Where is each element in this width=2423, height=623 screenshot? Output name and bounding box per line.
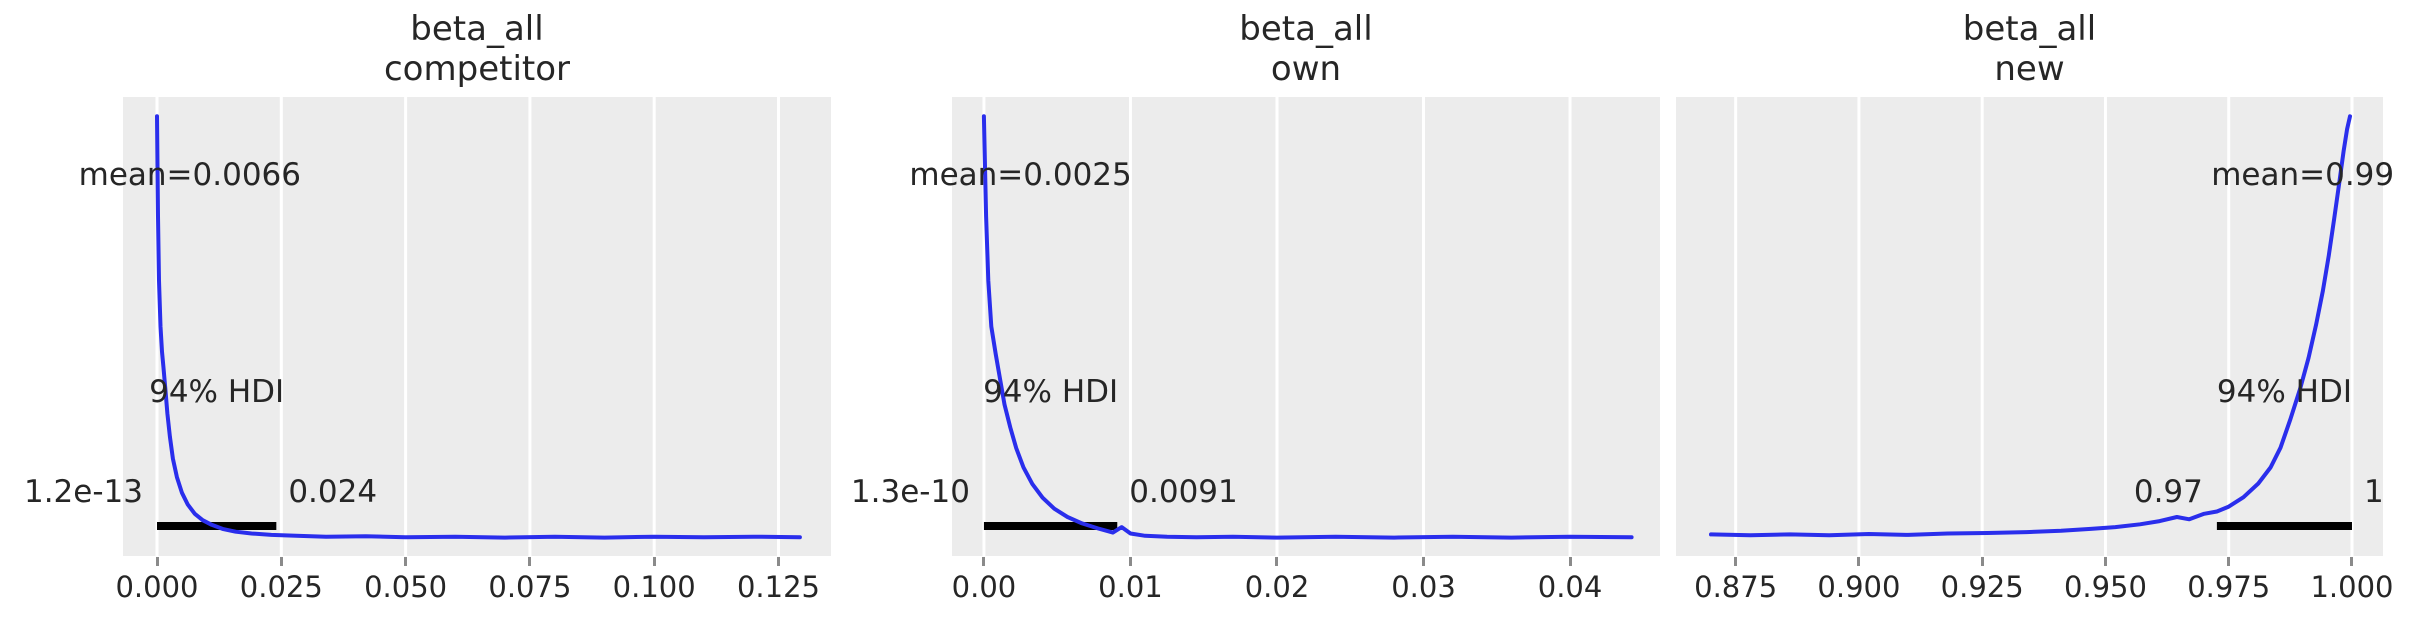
hdi-annotation: 94% HDI xyxy=(149,374,285,410)
x-tick-label: 0.975 xyxy=(2187,570,2271,604)
x-tick-mark xyxy=(1275,557,1279,566)
x-tick-mark xyxy=(1857,557,1861,566)
x-tick-mark xyxy=(982,557,986,566)
title-variable-name: beta_all xyxy=(1239,9,1373,49)
x-axis: 0.00 0.01 0.02 0.03 0.04 xyxy=(952,556,1660,616)
x-tick-mark xyxy=(1422,557,1425,566)
x-tick-mark xyxy=(1128,557,1132,566)
x-tick-label: 0.01 xyxy=(1098,570,1163,604)
x-tick-mark xyxy=(776,557,780,566)
x-tick-mark xyxy=(528,557,532,566)
x-tick-label: 0.075 xyxy=(488,570,572,604)
hdi-upper-value: 0.0091 xyxy=(1129,474,1238,510)
plot-background xyxy=(1676,97,2383,556)
hdi-upper-value: 0.024 xyxy=(288,474,378,510)
hdi-lower-value: 1.2e-13 xyxy=(23,474,143,510)
x-tick-mark xyxy=(2103,557,2107,566)
x-tick-label: 0.050 xyxy=(364,570,448,604)
posterior-panel-own: beta_all own mean=0.0025 94% HDI 1.3e-10… xyxy=(851,9,1660,604)
x-tick-label: 0.02 xyxy=(1244,570,1310,604)
kde-curve xyxy=(981,114,1634,540)
plot-background xyxy=(952,97,1660,556)
kde-plot-svg xyxy=(155,97,802,556)
x-tick-mark xyxy=(155,557,159,566)
hdi-upper-value: 1 xyxy=(2363,474,2384,510)
x-tick-mark xyxy=(404,557,408,566)
x-tick-label: 0.925 xyxy=(1940,570,2024,604)
kde-curve xyxy=(155,114,802,540)
x-tick-label: 0.025 xyxy=(239,570,323,604)
x-tick-label: 0.950 xyxy=(2063,570,2147,604)
x-tick-mark xyxy=(1568,557,1572,566)
x-tick-label: 0.100 xyxy=(612,570,696,604)
title-variable-name: beta_all xyxy=(1962,9,2097,49)
x-tick-mark xyxy=(652,557,656,566)
x-axis: 0.875 0.900 0.925 0.950 0.975 1.000 xyxy=(1676,556,2394,616)
title-coordinate: own xyxy=(1270,49,1342,89)
x-tick-mark xyxy=(279,557,283,566)
x-tick-mark xyxy=(1734,557,1738,566)
panel-title: beta_all new xyxy=(1963,9,2096,89)
x-tick-label: 0.000 xyxy=(115,570,199,604)
title-variable-name: beta_all xyxy=(410,9,544,49)
hdi-annotation: 94% HDI xyxy=(2216,374,2352,410)
x-tick-label: 0.875 xyxy=(1694,570,1778,604)
hdi-annotation: 94% HDI xyxy=(983,374,1119,410)
x-tick-label: 0.125 xyxy=(736,570,820,604)
x-tick-mark xyxy=(1980,557,1984,566)
panel-title: beta_all competitor xyxy=(384,9,570,89)
x-tick-label: 0.04 xyxy=(1537,570,1603,604)
mean-annotation: mean=0.0066 xyxy=(78,157,301,193)
x-tick-label: 0.03 xyxy=(1391,570,1456,604)
panel-title: beta_all own xyxy=(1239,9,1372,89)
kde-plot-svg xyxy=(1709,97,2354,556)
x-axis: 0.000 0.025 0.050 0.075 0.100 0.125 xyxy=(115,556,831,616)
x-tick-mark xyxy=(2350,557,2354,566)
title-coordinate: new xyxy=(1994,49,2065,89)
kde-curve xyxy=(1709,114,2352,538)
hdi-lower-value: 0.97 xyxy=(2133,474,2203,510)
hdi-lower-value: 1.3e-10 xyxy=(850,474,970,510)
posterior-panel-competitor: beta_all competitor mean=0.0066 94% HDI … xyxy=(24,9,831,604)
plot-background xyxy=(123,97,831,556)
kde-plot-svg xyxy=(981,97,1634,556)
mean-annotation: mean=0.0025 xyxy=(909,157,1132,193)
x-tick-label: 0.900 xyxy=(1817,570,1901,604)
mean-annotation: mean=0.99 xyxy=(2211,157,2395,193)
x-tick-mark xyxy=(2227,557,2231,566)
x-tick-label: 1.000 xyxy=(2310,570,2394,604)
x-tick-label: 0.00 xyxy=(951,570,1017,604)
title-coordinate: competitor xyxy=(383,49,571,89)
posterior-panel-new: beta_all new mean=0.99 94% HDI 0.97 1 0.… xyxy=(1676,9,2394,604)
